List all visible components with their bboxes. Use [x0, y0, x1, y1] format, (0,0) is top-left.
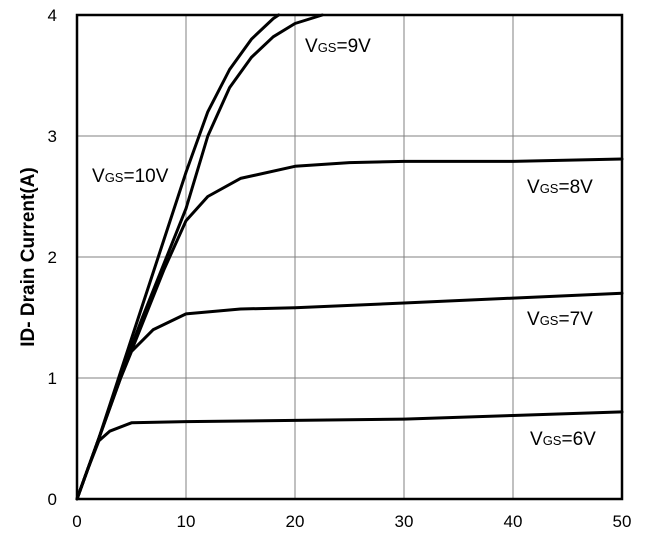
series-label-rest: =6V: [561, 429, 596, 450]
tick-labels: 0 10 20 30 40 50 0 1 2 3 4: [48, 6, 632, 531]
x-tick-label: 0: [72, 512, 81, 531]
series-line-4: [75, 410, 624, 501]
y-tick-label: 1: [48, 369, 57, 388]
curves: [75, 13, 624, 501]
series-label-main: V: [305, 36, 318, 57]
series-label-2: VGS=8V: [527, 177, 593, 198]
series-label-main: V: [92, 166, 105, 187]
series-label-4: VGS=6V: [530, 429, 596, 450]
y-tick-label: 0: [48, 490, 57, 509]
x-tick-label: 40: [504, 512, 523, 531]
series-label-0: VGS=10V: [92, 166, 169, 187]
y-tick-label: 3: [48, 127, 57, 146]
y-axis-title: ID- Drain Current(A): [18, 167, 39, 346]
series-label-3: VGS=7V: [527, 309, 593, 330]
series-line-3: [75, 291, 624, 501]
series-label-rest: =10V: [123, 166, 168, 187]
series-label-main: V: [527, 177, 540, 198]
series-label-sub: GS: [105, 170, 124, 185]
series-label-main: V: [527, 309, 540, 330]
series-label-main: V: [530, 429, 543, 450]
y-tick-label: 4: [48, 6, 57, 25]
series-label-sub: GS: [318, 40, 337, 55]
x-tick-label: 10: [177, 512, 196, 531]
x-tick-label: 50: [613, 512, 632, 531]
series-label-sub: GS: [540, 313, 559, 328]
series-label-rest: =7V: [558, 309, 593, 330]
x-tick-label: 20: [286, 512, 305, 531]
series-label-sub: GS: [540, 181, 559, 196]
series-label-1: VGS=9V: [305, 36, 371, 57]
series-label-sub: GS: [543, 433, 562, 448]
x-tick-label: 30: [395, 512, 414, 531]
plot-area-frame: [75, 13, 624, 501]
y-tick-label: 2: [48, 248, 57, 267]
series-label-rest: =9V: [336, 36, 371, 57]
series-label-rest: =8V: [558, 177, 593, 198]
